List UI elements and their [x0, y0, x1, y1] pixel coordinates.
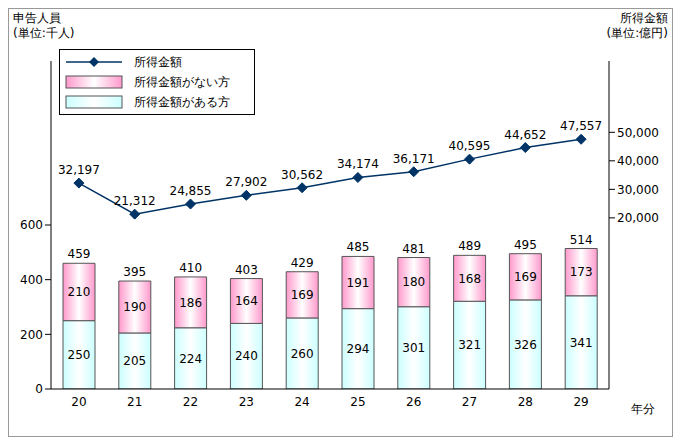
svg-text:210: 210: [68, 285, 91, 299]
svg-text:481: 481: [402, 242, 425, 256]
svg-text:186: 186: [179, 296, 202, 310]
svg-text:321: 321: [458, 338, 481, 352]
svg-text:459: 459: [68, 247, 91, 261]
svg-text:294: 294: [347, 342, 370, 356]
svg-text:489: 489: [458, 239, 481, 253]
svg-text:30,000: 30,000: [617, 183, 659, 197]
svg-text:26: 26: [406, 395, 421, 409]
svg-text:47,557: 47,557: [560, 119, 602, 133]
svg-text:600: 600: [20, 218, 43, 232]
svg-text:169: 169: [291, 288, 314, 302]
svg-text:24: 24: [294, 395, 309, 409]
svg-text:32,197: 32,197: [58, 163, 100, 177]
svg-text:180: 180: [402, 275, 425, 289]
svg-text:44,652: 44,652: [504, 128, 546, 142]
svg-text:495: 495: [514, 238, 537, 252]
svg-text:25: 25: [350, 395, 365, 409]
svg-text:21: 21: [127, 395, 142, 409]
svg-text:485: 485: [347, 240, 370, 254]
svg-text:200: 200: [20, 328, 43, 342]
svg-text:403: 403: [235, 263, 258, 277]
svg-text:29: 29: [573, 395, 588, 409]
svg-text:20,000: 20,000: [617, 211, 659, 225]
html-text:所得金額: 所得金額: [620, 11, 668, 25]
html-text:(単位:億円): (単位:億円): [606, 26, 668, 40]
svg-text:30,562: 30,562: [281, 168, 323, 182]
svg-text:400: 400: [20, 273, 43, 287]
html-text:所得金額: 所得金額: [134, 54, 182, 69]
svg-text:224: 224: [179, 352, 202, 366]
svg-text:21,312: 21,312: [114, 194, 156, 208]
svg-text:27,902: 27,902: [225, 175, 267, 189]
svg-text:168: 168: [458, 272, 481, 286]
svg-text:36,171: 36,171: [393, 152, 435, 166]
svg-text:22: 22: [183, 395, 198, 409]
svg-text:169: 169: [514, 270, 537, 284]
svg-text:240: 240: [235, 349, 258, 363]
svg-text:326: 326: [514, 338, 537, 352]
svg-text:34,174: 34,174: [337, 157, 379, 171]
svg-text:205: 205: [123, 354, 146, 368]
svg-text:23: 23: [239, 395, 254, 409]
svg-text:429: 429: [291, 256, 314, 270]
html-text:(単位:千人): (単位:千人): [13, 26, 75, 40]
svg-text:27: 27: [462, 395, 477, 409]
svg-text:250: 250: [68, 348, 91, 362]
html-text:所得金額がある方: 所得金額がある方: [134, 94, 230, 109]
svg-text:164: 164: [235, 294, 258, 308]
svg-text:28: 28: [518, 395, 533, 409]
svg-text:20: 20: [71, 395, 86, 409]
html-text:申告人員: 申告人員: [13, 11, 61, 25]
svg-text:40,000: 40,000: [617, 154, 659, 168]
svg-text:173: 173: [570, 265, 593, 279]
svg-text:410: 410: [179, 261, 202, 275]
svg-text:395: 395: [123, 265, 146, 279]
html-text:年分: 年分: [631, 402, 655, 416]
svg-text:514: 514: [570, 233, 593, 247]
svg-text:190: 190: [123, 300, 146, 314]
svg-text:24,855: 24,855: [170, 184, 212, 198]
svg-text:301: 301: [402, 341, 425, 355]
svg-text:40,595: 40,595: [449, 139, 491, 153]
svg-text:341: 341: [570, 336, 593, 350]
svg-text:50,000: 50,000: [617, 126, 659, 140]
svg-text:0: 0: [35, 382, 43, 396]
html-text:所得金額がない方: 所得金額がない方: [134, 74, 230, 89]
svg-text:260: 260: [291, 347, 314, 361]
svg-text:191: 191: [347, 276, 370, 290]
